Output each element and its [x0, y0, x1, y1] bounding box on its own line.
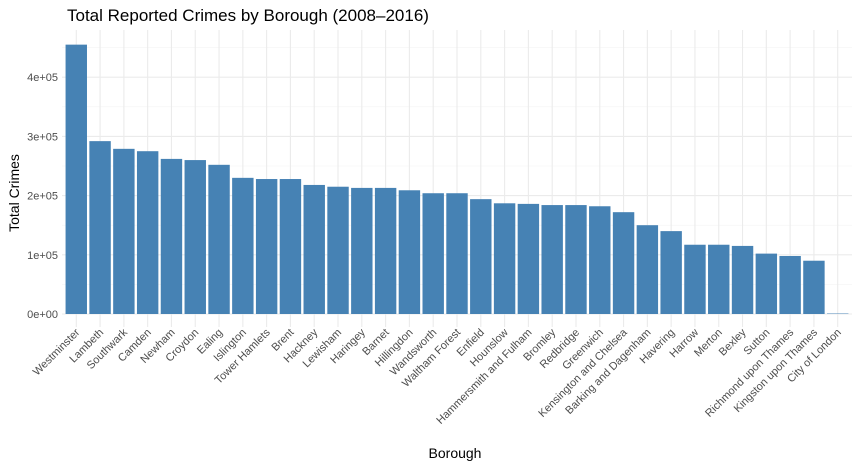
bar-newham [161, 159, 182, 314]
bar-hammersmith-and-fulham [518, 204, 539, 314]
y-tick-label: 3e+05 [27, 131, 58, 143]
bar-harrow [684, 245, 705, 314]
bar-wandsworth [422, 193, 443, 314]
bar-kensington-and-chelsea [613, 212, 634, 314]
bar-croydon [185, 160, 206, 314]
bar-tower-hamlets [256, 179, 277, 314]
bar-barking-and-dagenham [637, 225, 658, 314]
y-tick-label: 4e+05 [27, 72, 58, 84]
bar-camden [137, 151, 158, 314]
bar-hounslow [494, 203, 515, 314]
bar-sutton [756, 254, 777, 314]
bar-brent [280, 179, 301, 314]
bar-haringey [351, 188, 372, 314]
bar-hackney [304, 185, 325, 314]
bar-greenwich [589, 206, 610, 314]
bar-southwark [113, 149, 134, 314]
bar-redbridge [565, 205, 586, 314]
x-tick-label: Bexley [717, 326, 749, 358]
chart-title: Total Reported Crimes by Borough (2008–2… [67, 6, 429, 25]
bar-westminster [66, 45, 87, 314]
bar-ealing [208, 165, 229, 314]
y-axis-ticks: 0e+00 1e+05 2e+05 3e+05 4e+05 [27, 72, 58, 321]
bar-havering [660, 231, 681, 314]
y-tick-label: 2e+05 [27, 191, 58, 203]
bar-islington [232, 178, 253, 314]
y-tick-label: 0e+00 [27, 309, 58, 321]
bar-lewisham [327, 187, 348, 314]
bar-lambeth [89, 141, 110, 314]
bar-enfield [470, 199, 491, 314]
y-tick-label: 1e+05 [27, 250, 58, 262]
bar-waltham-forest [446, 193, 467, 314]
bar-hillingdon [399, 190, 420, 314]
bar-merton [708, 245, 729, 314]
x-axis-label: Borough [429, 445, 482, 461]
bar-richmond-upon-thames [779, 256, 800, 314]
bar-bexley [732, 246, 753, 314]
bar-barnet [375, 188, 396, 314]
y-axis-label: Total Crimes [6, 154, 22, 232]
bar-bromley [541, 205, 562, 314]
bar-kingston-upon-thames [803, 261, 824, 314]
x-axis-ticks: WestminsterLambethSouthwarkCamdenNewhamC… [31, 326, 844, 427]
